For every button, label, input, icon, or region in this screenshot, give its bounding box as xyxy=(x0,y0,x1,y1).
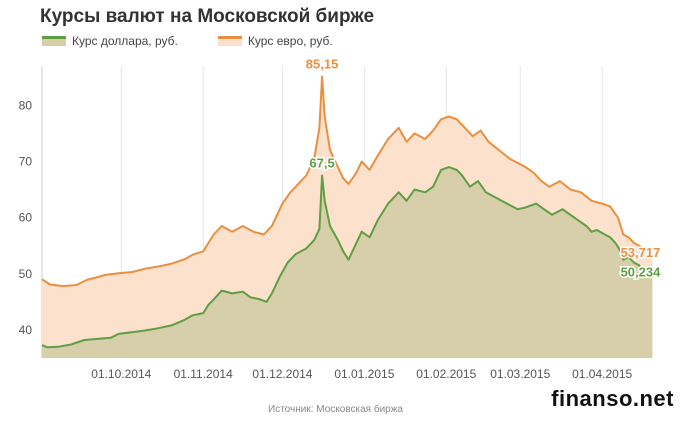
x-tick-label: 01.12.2014 xyxy=(252,367,312,381)
legend-item-usd: Курс доллара, руб. xyxy=(42,34,178,48)
x-tick-label: 01.10.2014 xyxy=(91,367,151,381)
legend-item-eur: Курс евро, руб. xyxy=(217,34,333,48)
usd-line xyxy=(41,166,653,349)
usd-legend-label: Курс доллара, руб. xyxy=(72,34,178,48)
usd-legend-swatch xyxy=(42,36,66,46)
y-tick-label: 40 xyxy=(19,323,33,337)
x-tick-label: 01.04.2015 xyxy=(572,367,632,381)
usd-data-label: 50,234 xyxy=(621,264,662,279)
site-watermark: finanso.net xyxy=(551,386,674,411)
x-tick-label: 01.01.2015 xyxy=(334,367,394,381)
x-tick-label: 01.11.2014 xyxy=(174,367,233,381)
eur-legend-swatch xyxy=(217,36,242,46)
source-note: Источник: Московская биржа xyxy=(268,404,403,415)
chart-title: Курсы валют на Московской бирже xyxy=(40,6,375,27)
x-tick-label: 01.03.2015 xyxy=(490,367,550,381)
y-tick-label: 70 xyxy=(19,154,33,168)
y-tick-label: 80 xyxy=(19,98,33,112)
eur-data-label: 53,717 xyxy=(621,245,661,260)
usd-data-label: 67,5 xyxy=(309,156,334,171)
eur-data-label: 85,15 xyxy=(306,56,339,71)
x-tick-label: 01.02.2015 xyxy=(416,367,476,381)
eur-legend-label: Курс евро, руб. xyxy=(247,34,333,48)
y-tick-label: 60 xyxy=(19,211,33,225)
chart-legend: Курс доллара, руб. Курс евро, руб. xyxy=(42,34,373,48)
eur-line xyxy=(41,75,653,288)
y-tick-label: 50 xyxy=(19,267,33,281)
usd-area xyxy=(42,167,653,358)
